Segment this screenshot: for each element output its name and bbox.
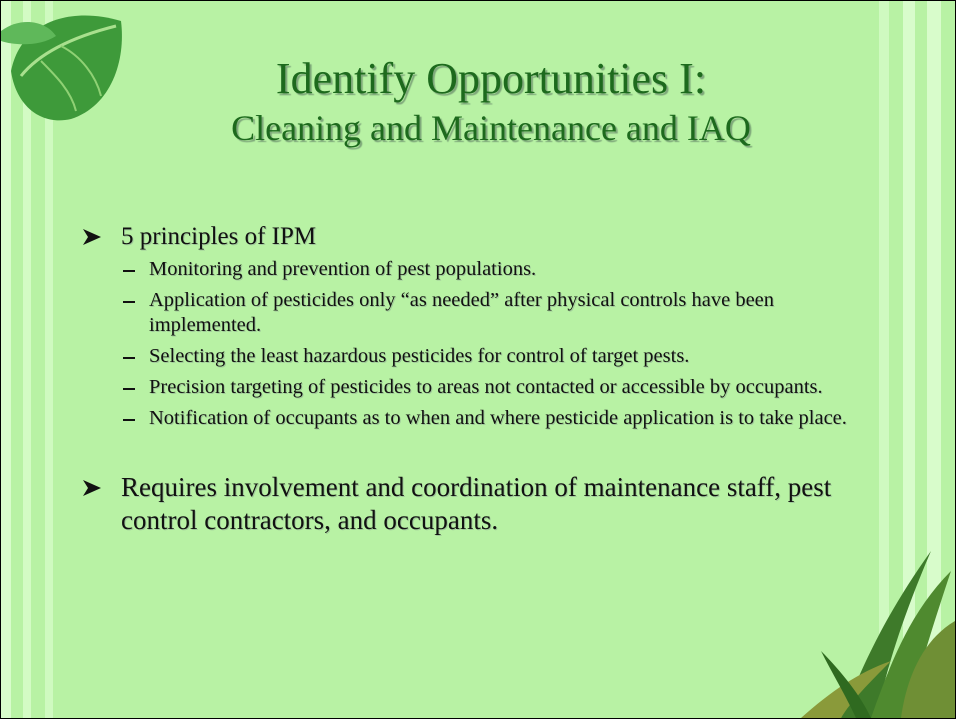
sub-item: Notification of occupants as to when and… (121, 406, 869, 431)
sub-item: Monitoring and prevention of pest popula… (121, 257, 869, 282)
title: Identify Opportunities I: Cleaning and M… (121, 53, 861, 151)
grass-decoration (801, 531, 955, 718)
page: Identify Opportunities I: Cleaning and M… (0, 0, 956, 719)
bullet: Requires involvement and coordination of… (81, 471, 881, 537)
bullet-arrow (81, 478, 103, 498)
subtitle-line: Cleaning and Maintenance and IAQ (121, 105, 861, 151)
sub-item: Selecting the least hazardous pesticides… (121, 344, 869, 369)
sub-item: Precision targeting of pesticides to are… (121, 375, 869, 400)
bullet-text: Requires involvement and coordination of… (121, 471, 881, 537)
title-line: Identify Opportunities I: (121, 53, 861, 105)
sub-item: Application of pesticides only “as neede… (121, 288, 869, 338)
bullet-arrow (81, 227, 103, 247)
slide: Identify Opportunities I: Cleaning and M… (0, 0, 956, 719)
leaf-decoration (1, 1, 141, 131)
sub-list: Monitoring and prevention of pest popula… (121, 257, 881, 431)
bullet-text: 5 principles of IPM (121, 219, 881, 255)
